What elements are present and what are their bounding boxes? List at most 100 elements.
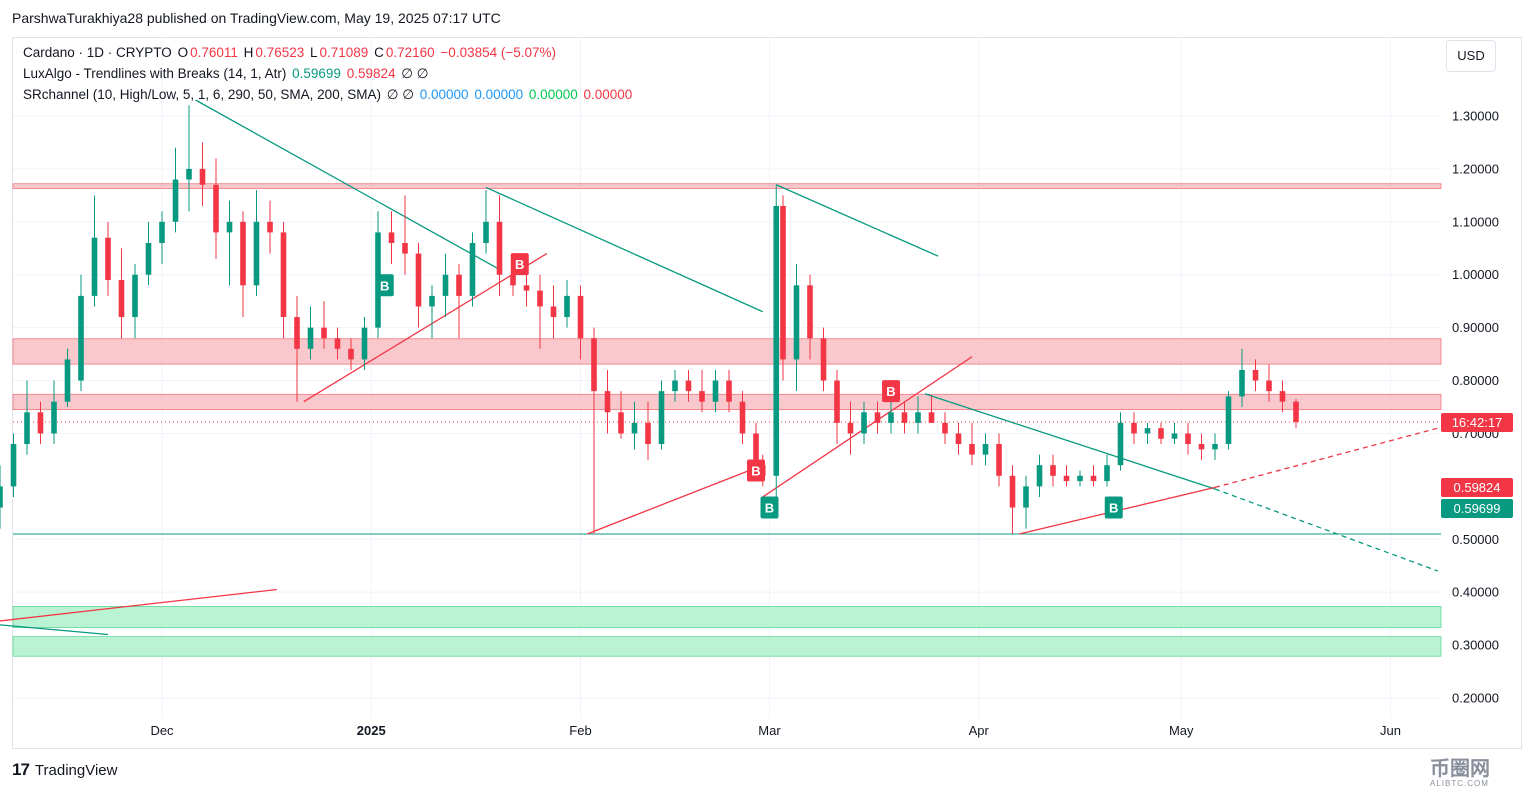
candle	[604, 369, 611, 434]
candle	[118, 248, 125, 339]
candle	[1212, 433, 1218, 460]
candle-body	[523, 285, 530, 291]
candle-body	[1198, 444, 1205, 450]
candle	[145, 221, 152, 286]
trendline-green	[0, 624, 109, 636]
legend-high: 0.76523	[255, 45, 305, 60]
candle	[402, 195, 408, 275]
y-tick-label: 0.80000	[1452, 373, 1499, 388]
candle	[807, 274, 813, 360]
candle	[969, 422, 975, 466]
candle-body	[712, 380, 719, 402]
break-label-text: B	[380, 278, 389, 293]
candle	[631, 401, 638, 450]
candle	[847, 401, 854, 455]
candle	[172, 147, 179, 233]
candle	[1144, 422, 1151, 445]
currency-button[interactable]: USD	[1446, 40, 1496, 72]
indicator-2-value-d: 0.00000	[583, 87, 633, 102]
candle-body	[1050, 465, 1056, 476]
candle-body	[820, 338, 827, 381]
x-tick-label: Mar	[758, 723, 781, 738]
candle-body	[267, 221, 273, 233]
candles	[0, 105, 1299, 534]
candle-body	[186, 168, 192, 180]
candle	[496, 195, 503, 296]
candle-body	[280, 232, 287, 318]
watermark-subtext: ALIBTC.COM	[1430, 779, 1489, 788]
break-label: B	[760, 496, 779, 519]
candle	[820, 327, 827, 392]
indicator-2-value-b: 0.00000	[474, 87, 524, 102]
indicator-1-value-b: 0.59824	[346, 66, 396, 81]
candle-body	[685, 380, 692, 392]
candle	[888, 401, 894, 434]
legend-indicator-2[interactable]: SRchannel (10, High/Low, 5, 1, 6, 290, 5…	[23, 87, 634, 103]
candle-body	[537, 290, 543, 307]
candle-body	[1158, 428, 1164, 439]
candle-body	[348, 348, 354, 360]
candle-body	[699, 391, 705, 402]
candle	[1036, 454, 1043, 497]
candle	[267, 200, 273, 254]
candle-body	[645, 422, 651, 445]
candle-body	[577, 295, 584, 339]
indicator-2-value-a: 0.00000	[419, 87, 469, 102]
candle	[1293, 398, 1299, 428]
candle	[739, 391, 746, 445]
candle-body	[915, 412, 921, 423]
candle	[469, 232, 476, 307]
trendline-red	[1214, 427, 1438, 489]
candle-body	[807, 285, 813, 339]
candle-body	[591, 338, 597, 392]
indicator-1-value-a: 0.59699	[292, 66, 341, 81]
indicator-2-empty-symbols: ∅ ∅	[386, 87, 414, 102]
candle-body	[847, 422, 854, 434]
candle-body	[10, 444, 17, 487]
candle	[793, 264, 800, 392]
candle	[591, 327, 597, 534]
candle-body	[91, 237, 98, 296]
candle	[253, 190, 260, 296]
indicator-1-empty-symbols: ∅ ∅	[401, 66, 429, 81]
x-tick-label: Apr	[969, 723, 990, 738]
candle-body	[1036, 465, 1043, 487]
footer-brand[interactable]: 17 TradingView	[12, 760, 117, 780]
support-zone	[12, 636, 1442, 657]
candle	[1198, 433, 1205, 460]
candle	[1266, 364, 1272, 402]
candle-body	[996, 444, 1002, 476]
candle-body	[888, 412, 894, 423]
candle	[1104, 454, 1110, 487]
candle-body	[361, 327, 368, 360]
candle	[1252, 359, 1259, 392]
candle-body	[105, 237, 111, 281]
legend-high-label: H	[243, 45, 254, 60]
legend-low: 0.71089	[319, 45, 369, 60]
candle-body	[0, 486, 3, 508]
candle-body	[226, 221, 233, 233]
candle	[24, 380, 30, 455]
break-label-box	[747, 459, 765, 482]
candle-body	[780, 205, 786, 360]
candle	[537, 274, 543, 349]
candle-body	[51, 401, 57, 434]
candle	[213, 158, 219, 259]
support-line	[13, 421, 1441, 535]
candle	[132, 264, 138, 339]
candle-body	[942, 422, 948, 434]
break-label: B	[375, 274, 394, 297]
resistance-zone	[12, 183, 1442, 189]
support-zone	[12, 606, 1442, 629]
candle	[550, 285, 557, 339]
legend-symbol: Cardano · 1D · CRYPTO	[23, 45, 172, 60]
candle	[874, 401, 881, 434]
x-tick-label: 2025	[357, 723, 386, 738]
candle-body	[969, 444, 975, 455]
legend-indicator-1[interactable]: LuxAlgo - Trendlines with Breaks (14, 1,…	[23, 66, 431, 82]
candle-body	[1090, 475, 1097, 482]
price-tag: 16:42:17	[1441, 412, 1513, 432]
candle	[1225, 391, 1232, 450]
candle-body	[415, 253, 422, 307]
